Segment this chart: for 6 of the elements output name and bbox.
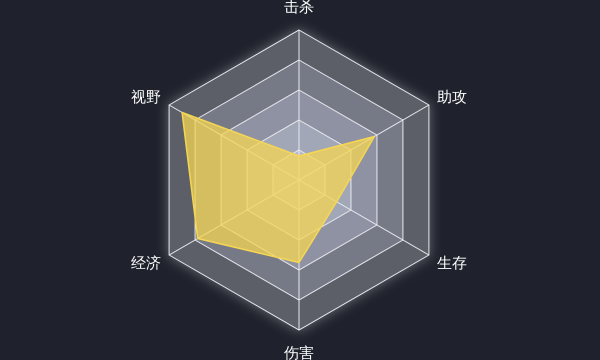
spoke-label: 经济 bbox=[131, 254, 162, 272]
spoke-label: 击杀 bbox=[284, 0, 314, 16]
spoke-label: 助攻 bbox=[436, 88, 467, 106]
spoke-label: 伤害 bbox=[284, 344, 314, 360]
spoke-label: 生存 bbox=[436, 254, 467, 272]
spoke-label: 视野 bbox=[131, 88, 162, 106]
